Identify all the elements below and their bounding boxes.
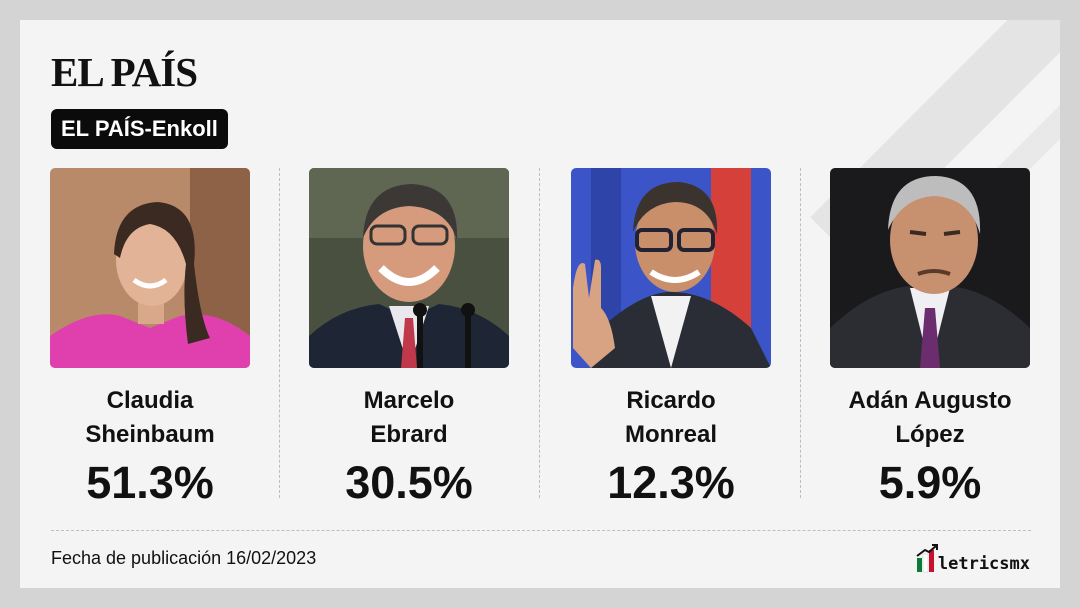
column-divider [539, 168, 540, 498]
candidate-name-line2: Monreal [624, 421, 717, 448]
candidate-percent: 30.5% [345, 457, 473, 508]
candidate-percent: 51.3% [86, 457, 214, 508]
candidate-card: Adán Augusto López 5.9% [830, 168, 1030, 508]
trend-arrow-icon [916, 544, 938, 573]
column-divider [800, 168, 801, 498]
el-pais-logo: EL PAÍS [51, 49, 198, 95]
candidate-name-line1: Ricardo [626, 387, 716, 414]
candidate-name-line2: Ebrard [370, 421, 448, 448]
candidates-chart: Claudia Sheinbaum 51.3% [20, 168, 1060, 508]
metricsmx-brand: letricsmx [916, 544, 1030, 574]
candidate-name-line1: Claudia [106, 387, 194, 414]
infographic-card: EL PAÍS EL PAÍS-Enkoll Claudia Sheinbaum [20, 20, 1060, 588]
poll-source-badge: EL PAÍS-Enkoll [51, 109, 228, 149]
candidate-card: Ricardo Monreal 12.3% [571, 168, 771, 508]
candidate-photo [309, 168, 509, 368]
footer-divider [51, 530, 1031, 531]
publication-date: Fecha de publicación 16/02/2023 [51, 548, 317, 568]
candidate-photo [50, 168, 250, 368]
candidate-percent: 5.9% [878, 457, 982, 508]
column-divider [279, 168, 280, 498]
candidate-percent: 12.3% [607, 457, 735, 508]
candidate-name-line1: Adán Augusto [848, 387, 1012, 414]
candidate-photo [571, 168, 771, 368]
candidate-card: Claudia Sheinbaum 51.3% [50, 168, 250, 508]
candidate-name-line2: López [895, 421, 965, 448]
brand-text: letricsmx [937, 554, 1030, 574]
candidate-card: Marcelo Ebrard 30.5% [309, 168, 509, 508]
candidate-photo [830, 168, 1030, 368]
candidate-name-line2: Sheinbaum [85, 421, 215, 448]
candidate-name-line1: Marcelo [363, 387, 455, 414]
